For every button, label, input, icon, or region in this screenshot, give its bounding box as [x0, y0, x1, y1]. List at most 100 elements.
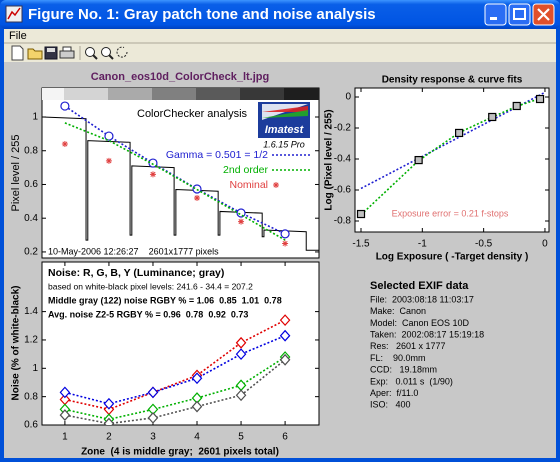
series-line: [64, 359, 286, 425]
y-tick-label: 0.6: [24, 420, 38, 431]
menu-item[interactable]: File: [9, 30, 27, 42]
window-title: Figure No. 1: Gray patch tone and noise …: [28, 6, 376, 23]
y-tick-label: -0.2: [334, 123, 352, 134]
menu-toolbar-background: [4, 29, 556, 62]
x-tick-label: -1.5: [352, 239, 370, 250]
zoom-in-button[interactable]: [85, 47, 98, 60]
x-axis-label: Log Exposure ( -Target density ): [376, 252, 529, 263]
y-tick-label: 1: [32, 112, 38, 123]
x-tick-label: 0: [542, 239, 548, 250]
gray-patch-strip: [42, 88, 319, 100]
y-axis-label: Pixel level / 255: [10, 134, 22, 211]
annotation: Exposure error = 0.21 f-stops: [392, 208, 509, 218]
exif-line: File: 2003:08:18 11:03:17: [370, 294, 474, 304]
marker: [147, 412, 159, 424]
axes-box: [354, 87, 550, 233]
marker: [280, 229, 290, 239]
logo-version: 1.6.15 Pro: [263, 139, 305, 149]
series-line: [64, 334, 286, 405]
series-line: [360, 97, 541, 216]
marker: [103, 397, 115, 410]
x-axis-label: Zone (4 is middle gray; 2601 pixels tota…: [81, 447, 279, 458]
x-tick-label: 1: [62, 432, 68, 443]
marker: [60, 101, 70, 111]
marker: [535, 94, 545, 104]
marker: [238, 218, 245, 225]
exif-line: Res: 2601 x 1777: [370, 341, 446, 351]
axes-box: [41, 261, 320, 426]
y-tick-label: 1: [32, 363, 38, 374]
exif-line: CCD: 19.18mm: [370, 365, 437, 375]
marker: [191, 372, 203, 385]
new-button[interactable]: [11, 45, 24, 61]
legend-label: Nominal: [229, 179, 268, 191]
chart-title: Canon_eos10d_ColorCheck_lt.jpg: [91, 71, 270, 83]
legend-label: Gamma = 0.501 = 1/2: [166, 149, 268, 161]
exif-line: Aper: f/11.0: [370, 388, 418, 398]
y-tick-label: 1.2: [24, 335, 38, 346]
marker: [61, 140, 68, 147]
marker: [356, 209, 366, 219]
marker: [104, 131, 114, 141]
marker: [59, 409, 71, 421]
y-tick-label: 0.8: [24, 391, 38, 402]
marker: [279, 353, 291, 366]
maximize-button[interactable]: [508, 3, 531, 26]
y-tick-label: -0.4: [334, 154, 352, 165]
print-button[interactable]: [59, 46, 75, 59]
x-tick-label: 4: [194, 432, 200, 443]
note: based on white-black pixel levels: 241.6…: [48, 281, 253, 291]
exif-line: Model: Canon EOS 10D: [370, 318, 470, 328]
plot-area: [356, 91, 546, 219]
exif-title: Selected EXIF data: [370, 280, 469, 292]
y-tick-label: 0.4: [24, 213, 38, 224]
x-tick-label: 3: [150, 432, 156, 443]
exif-line: FL: 90.0mm: [370, 353, 426, 363]
y-axis-label: Noise (% of white-black): [11, 285, 22, 400]
y-tick-label: 0.2: [24, 247, 38, 258]
close-button[interactable]: [532, 3, 555, 26]
series-line: [64, 356, 286, 421]
save-button[interactable]: [44, 46, 58, 60]
marker: [235, 348, 247, 361]
y-tick-label: -0.8: [334, 216, 352, 227]
marker: [235, 336, 247, 349]
open-button[interactable]: [27, 48, 43, 60]
marker: [512, 101, 521, 111]
annotation: ColorChecker analysis: [137, 108, 248, 120]
marker: [59, 386, 71, 399]
marker: [279, 329, 291, 342]
marker: [236, 208, 246, 218]
marker: [103, 417, 115, 425]
plot-area: [42, 101, 319, 251]
marker: [194, 194, 201, 201]
x-tick-label: 2: [106, 432, 112, 443]
marker: [147, 386, 159, 399]
minimize-button[interactable]: [484, 3, 507, 26]
y-axis-label: Log (Pixel level / 255): [324, 109, 335, 210]
x-tick-label: 5: [238, 432, 244, 443]
series-line: [42, 116, 319, 251]
x-tick-label: -0.5: [475, 239, 493, 250]
rotate-button[interactable]: [116, 46, 128, 58]
exif-line: ISO: 400: [370, 400, 411, 410]
zoom-out-button[interactable]: [101, 47, 114, 60]
chart-title: Noise: R, G, B, Y (Luminance; gray): [48, 267, 224, 279]
annotation: 10-May-2006 12:26:27 2601x1777 pixels: [48, 246, 219, 256]
y-tick-label: 0.8: [24, 145, 38, 156]
marker: [455, 128, 464, 138]
title-bar: [0, 0, 560, 29]
y-tick-label: 0.6: [24, 179, 38, 190]
marker: [192, 184, 202, 194]
marker: [105, 157, 112, 164]
window-icon: [5, 5, 23, 23]
exif-line: Exp: 0.011 s (1/90): [370, 376, 453, 386]
x-tick-label: -1: [418, 239, 427, 250]
marker: [488, 112, 497, 122]
marker: [235, 389, 247, 402]
y-tick-label: -0.6: [334, 185, 352, 196]
plot-area: [59, 314, 291, 425]
marker: [149, 171, 156, 178]
exif-line: Make: Canon: [370, 306, 426, 316]
